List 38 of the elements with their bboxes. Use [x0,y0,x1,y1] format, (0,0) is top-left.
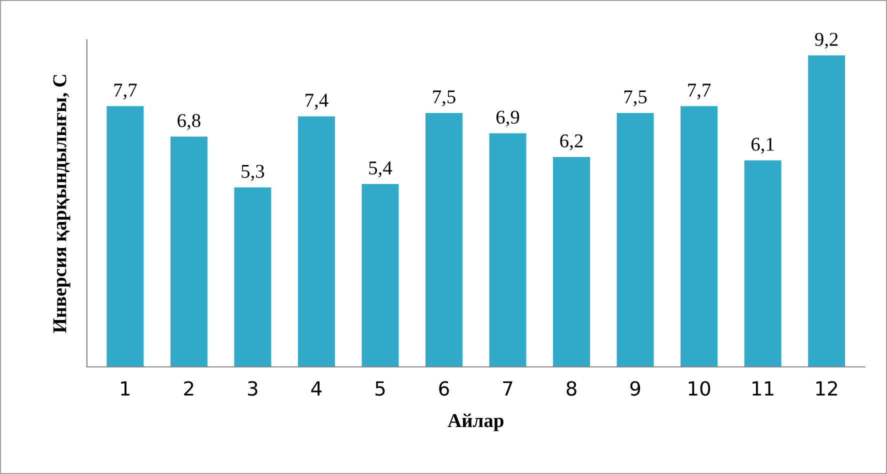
data-label: 7,4 [306,94,328,110]
bar [170,136,208,367]
bar [362,184,399,367]
data-label: 6,8 [178,114,200,130]
bar [680,106,718,367]
x-tick-label: 12 [816,381,837,396]
x-tick-label: 4 [311,381,322,396]
x-tick-label: 10 [688,381,710,396]
data-label: 6,2 [560,134,583,150]
bar [616,112,654,367]
data-label: 6,1 [751,138,774,154]
bar [106,106,144,367]
x-tick-label: 5 [376,381,385,396]
data-label: 7,7 [688,84,711,100]
bar [808,55,846,367]
x-tick-label: 3 [248,381,258,396]
data-label: 5,4 [369,162,392,178]
data-label: 5,3 [242,164,264,181]
x-axis-title: Айлар [448,414,504,432]
bar [298,116,335,367]
x-tick-label: 1 [121,381,130,396]
data-label: 9,2 [815,32,838,49]
bar [744,160,782,367]
data-label: 7,7 [114,84,137,100]
y-axis-title: Инверсия қарқындылығы, С [53,74,70,333]
bar [553,156,590,367]
x-tick-label: 9 [630,381,640,396]
bar [234,187,272,367]
x-tick-label: 6 [439,381,449,396]
data-label: 7,5 [433,90,456,106]
bar [426,112,462,367]
data-label: 7,5 [624,90,647,106]
data-label: 6,9 [496,110,520,127]
bar [489,133,526,367]
x-tick-label: 7 [503,381,512,396]
x-tick-label: 11 [752,381,774,396]
x-tick-label: 8 [566,381,576,396]
x-tick-label: 2 [184,381,194,396]
